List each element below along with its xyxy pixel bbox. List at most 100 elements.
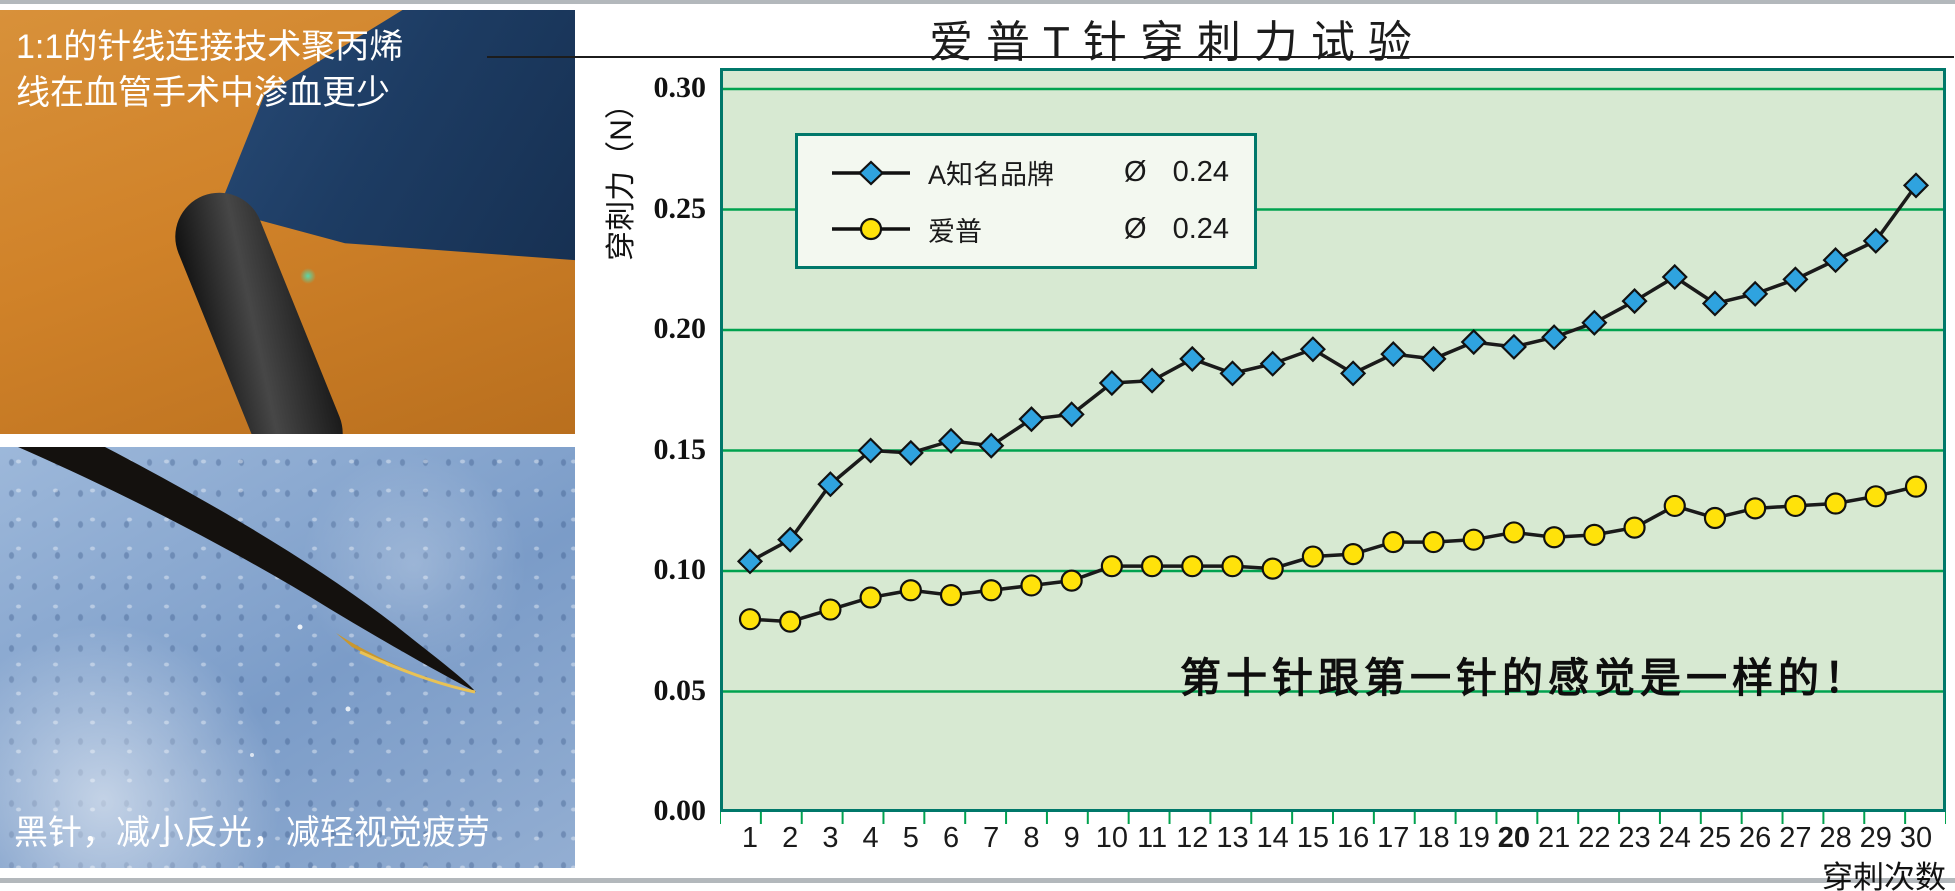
data-point-diamond <box>1742 280 1769 307</box>
data-point-diamond <box>1902 172 1930 199</box>
photo-needle-thread-connection: 1:1的针线连接技术聚丙烯 线在血管手术中渗血更少 <box>0 10 575 434</box>
data-point-diamond <box>1500 333 1527 360</box>
black-needle-illustration <box>18 447 476 757</box>
data-point-diamond <box>1541 324 1568 351</box>
x-tick-label: 11 <box>1137 822 1168 854</box>
data-point-diamond <box>1380 341 1407 368</box>
data-point-circle <box>1100 555 1123 578</box>
photo-bottom-caption: 黑针，减小反光，减轻视觉疲劳 <box>14 814 490 852</box>
x-tick-label: 6 <box>942 822 960 854</box>
diameter-symbol: Ø <box>1124 212 1147 245</box>
data-point-circle <box>1784 494 1807 518</box>
chart-annotation: 第十针跟第一针的感觉是一样的！ <box>1180 654 1870 702</box>
title-underline <box>487 56 1954 58</box>
sparkle-dot <box>297 624 303 630</box>
data-point-circle <box>1583 523 1606 546</box>
x-tick-label: 26 <box>1739 822 1772 854</box>
x-tick-label: 14 <box>1256 822 1289 854</box>
x-axis-title: 穿刺次数 <box>1822 860 1946 891</box>
x-tick-label: 9 <box>1063 822 1080 854</box>
x-tick-label: 1 <box>741 822 759 854</box>
data-point-diamond <box>897 439 924 466</box>
diamond-marker-icon <box>832 160 910 186</box>
data-point-diamond <box>857 437 884 464</box>
data-point-circle <box>899 579 922 602</box>
x-tick-label: 23 <box>1618 822 1651 854</box>
x-tick-label: 12 <box>1176 822 1209 854</box>
plot-border <box>720 68 1946 812</box>
data-point-diamond <box>1219 360 1246 387</box>
x-tick-label: 28 <box>1819 822 1852 854</box>
glint-highlight <box>300 268 316 284</box>
x-tick-label: 18 <box>1417 822 1450 854</box>
data-point-circle <box>1824 492 1847 515</box>
data-point-circle <box>1703 506 1727 530</box>
data-point-diamond <box>1179 345 1206 372</box>
data-point-circle <box>1543 526 1566 549</box>
data-point-diamond <box>1822 247 1849 274</box>
x-tick-label: 3 <box>822 822 839 854</box>
x-tick-label: 5 <box>902 822 919 854</box>
bottom-divider <box>0 878 1955 883</box>
x-tick-label: 7 <box>983 822 1000 854</box>
y-tick-label: 0.05 <box>653 673 707 707</box>
data-point-circle <box>1140 555 1164 578</box>
legend: A知名品牌 Ø 0.24 爱普 Ø 0.24 <box>795 133 1257 269</box>
data-point-diamond <box>1098 369 1125 397</box>
data-point-circle <box>1342 543 1365 566</box>
data-point-circle <box>1462 528 1485 551</box>
diameter-value: 0.24 <box>1172 212 1230 245</box>
data-point-diamond <box>1661 263 1688 291</box>
x-tick-label: 29 <box>1859 822 1892 854</box>
x-tick-label: 30 <box>1899 822 1933 854</box>
photo-black-needle: 黑针，减小反光，减轻视觉疲劳 <box>0 447 575 868</box>
x-tick-label: 20 <box>1497 822 1531 854</box>
data-point-diamond <box>978 432 1005 459</box>
needle-body-shape <box>18 447 476 692</box>
x-tick-label: 10 <box>1095 822 1128 854</box>
data-point-circle <box>819 598 842 621</box>
data-point-circle <box>939 583 963 607</box>
y-tick-label: 0.15 <box>653 432 707 466</box>
data-point-circle <box>859 586 882 609</box>
sparkle-dot <box>345 706 351 712</box>
y-tick-label: 0.20 <box>653 312 707 345</box>
chart-title: 爱普T针穿刺力试验 <box>929 18 1425 67</box>
data-point-circle <box>738 608 762 631</box>
data-point-diamond <box>777 526 804 553</box>
circle-marker-icon <box>832 218 910 241</box>
data-point-diamond <box>1018 406 1045 433</box>
data-point-diamond <box>1058 401 1085 428</box>
data-point-circle <box>1502 521 1526 544</box>
data-point-diamond <box>1701 290 1729 317</box>
data-point-diamond <box>1581 309 1608 336</box>
data-point-circle <box>1422 530 1445 554</box>
data-point-diamond <box>736 548 764 575</box>
data-point-circle <box>1060 569 1083 592</box>
data-point-circle <box>1181 555 1204 578</box>
x-tick-label: 21 <box>1537 822 1571 854</box>
x-tick-label: 24 <box>1658 822 1691 854</box>
data-point-circle <box>980 579 1003 602</box>
x-tick-label: 15 <box>1296 822 1330 854</box>
data-point-circle <box>1663 494 1686 518</box>
legend-row-aipu: 爱普 Ø 0.24 <box>798 209 1254 249</box>
x-tick-label: 22 <box>1578 822 1611 854</box>
top-divider <box>0 0 1955 4</box>
y-tick-label: 0.00 <box>653 794 707 827</box>
x-tick-label: 8 <box>1023 822 1040 854</box>
x-tick-label: 17 <box>1377 822 1410 854</box>
y-tick-label: 0.30 <box>653 71 707 104</box>
data-point-diamond <box>1782 266 1809 293</box>
x-tick-label: 2 <box>782 822 799 854</box>
legend-label-aipu: 爱普 <box>928 216 982 247</box>
data-point-diamond <box>937 427 965 454</box>
data-point-diamond <box>1259 350 1286 377</box>
data-point-circle <box>1744 497 1767 520</box>
data-point-circle <box>1382 530 1405 554</box>
data-point-circle <box>1261 557 1284 580</box>
diameter-symbol: Ø <box>1124 156 1147 189</box>
x-tick-label: 4 <box>862 822 879 854</box>
data-point-diamond <box>1299 336 1326 363</box>
